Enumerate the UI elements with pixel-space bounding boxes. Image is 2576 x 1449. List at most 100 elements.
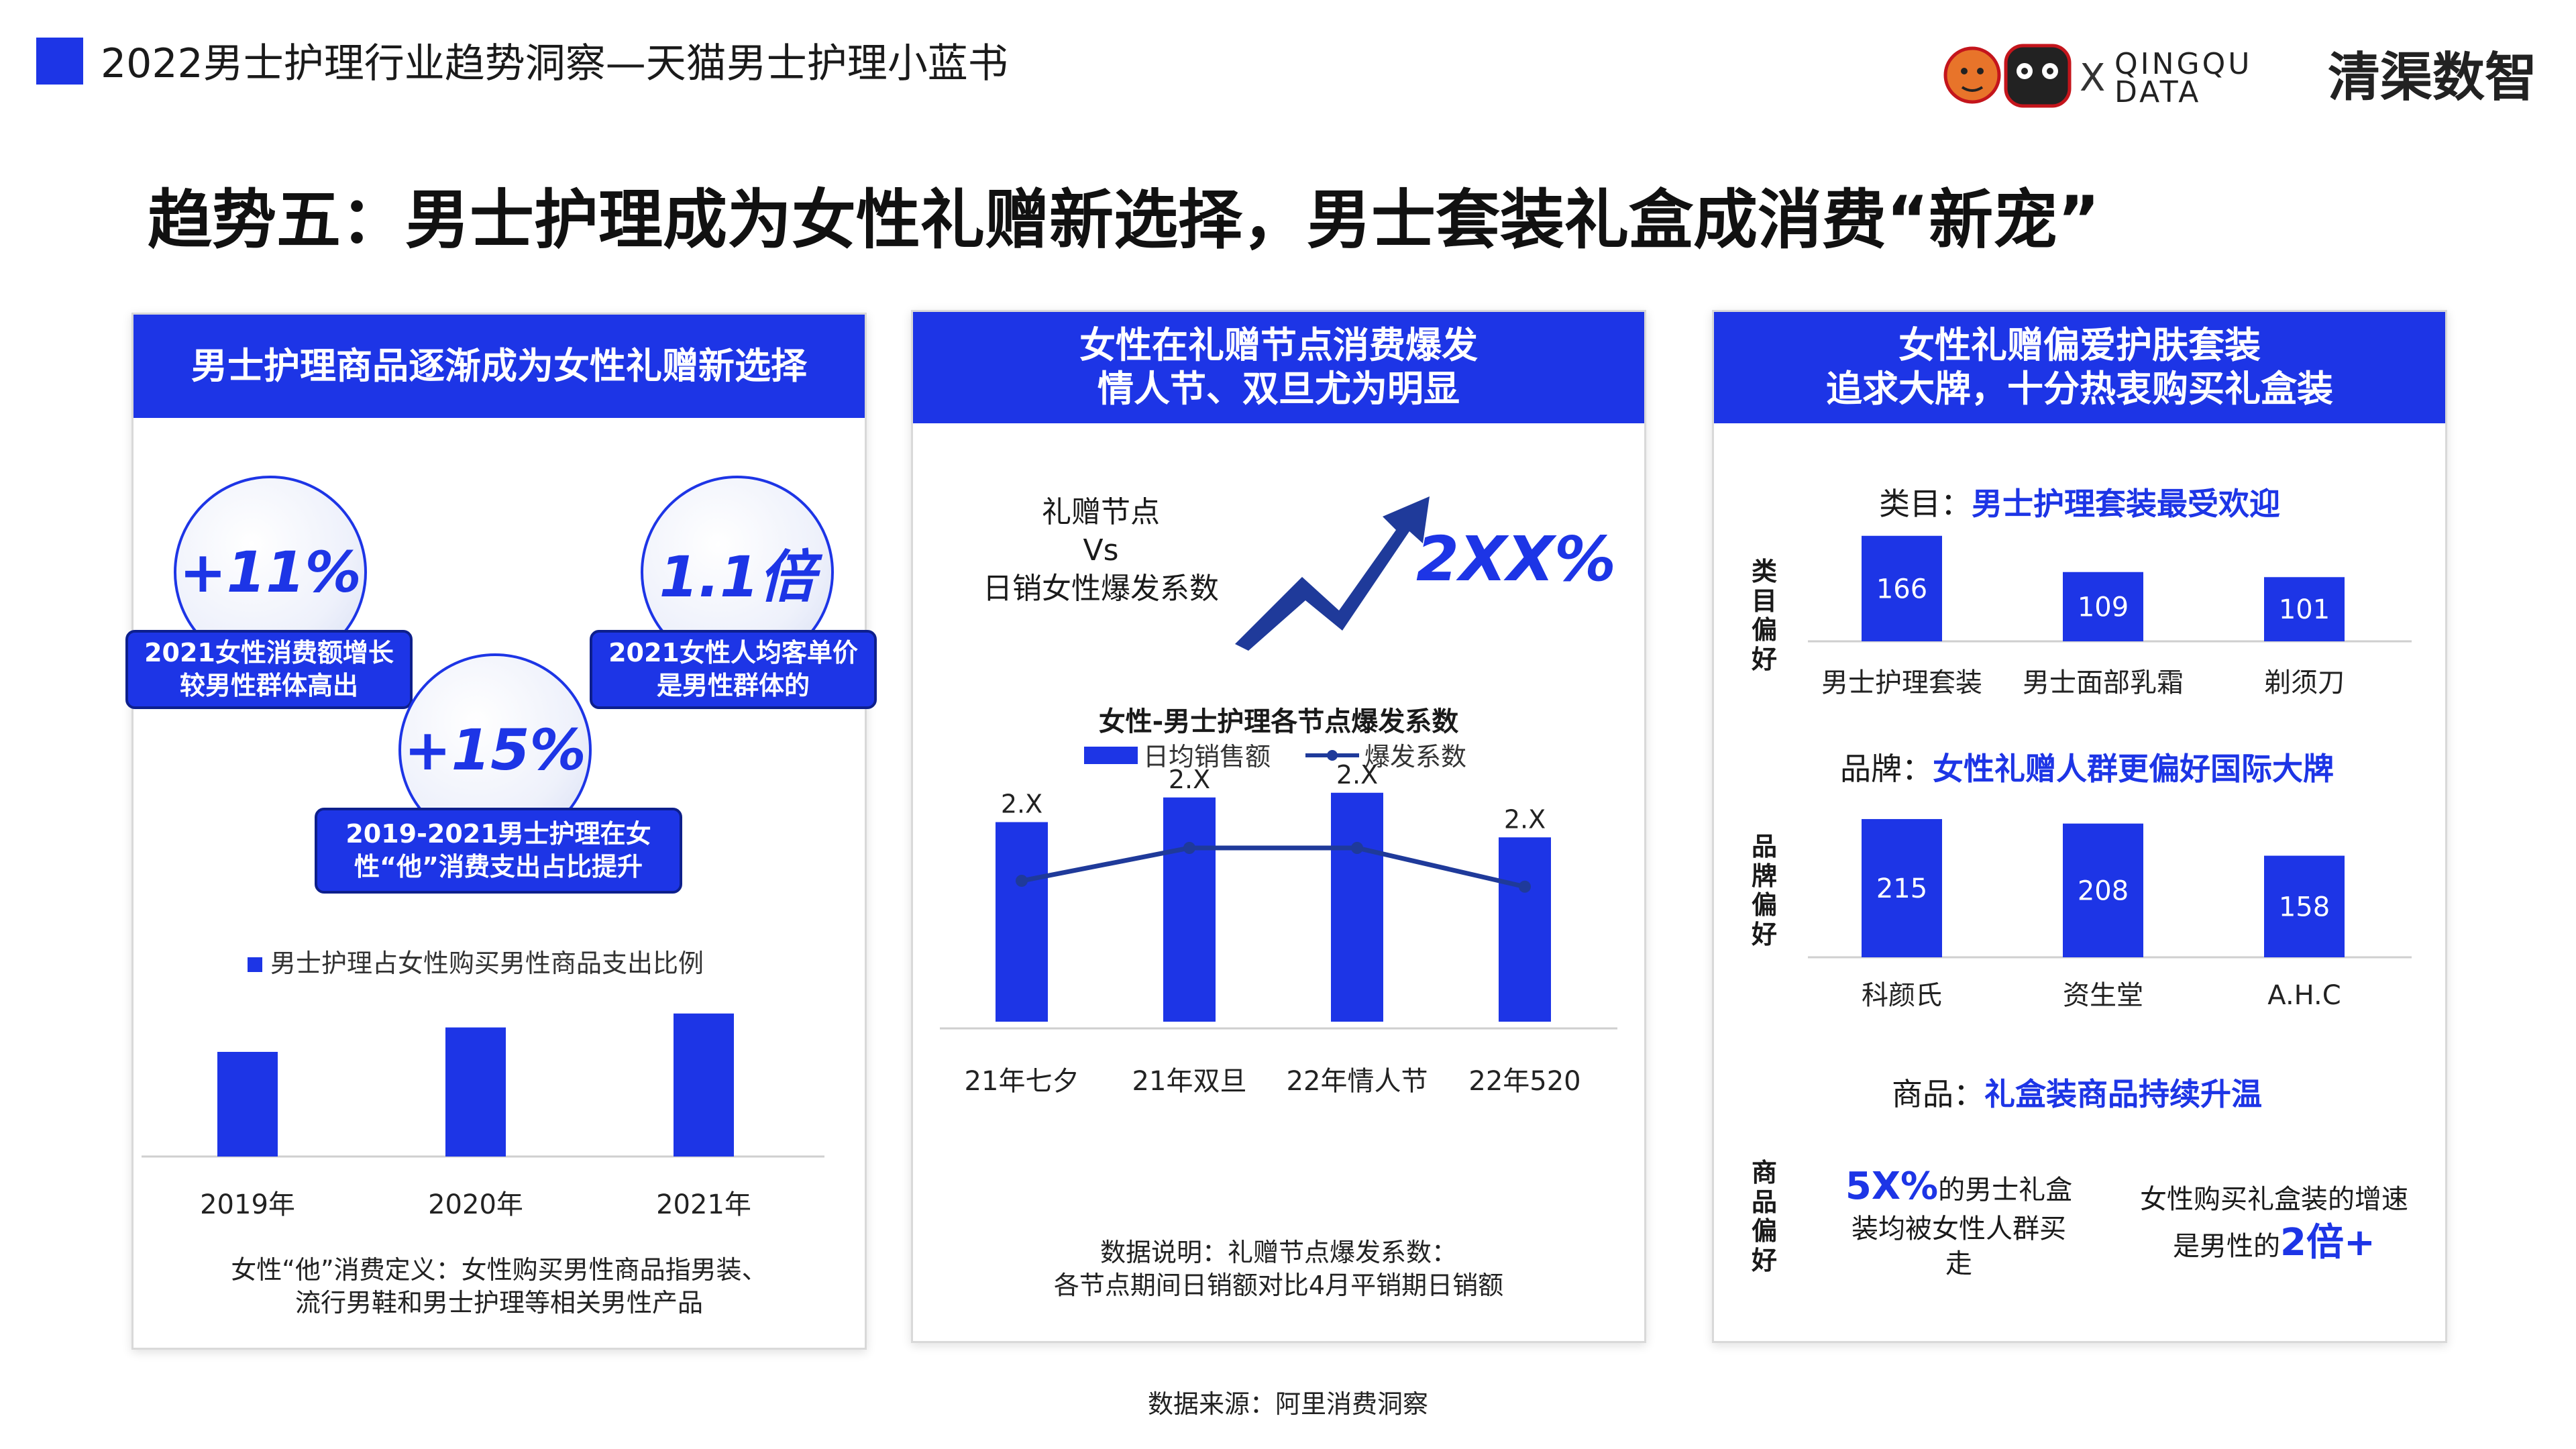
x-tick-label: A.H.C [2267,980,2341,1011]
goods-stat-right: 女性购买礼盒装的增速 是男性的2倍+ [2116,1181,2432,1269]
panel2-header-line1: 女性在礼赠节点消费爆发 [1079,324,1478,367]
stat-tag-female-growth: 2021女性消费额增长 较男性群体高出 [125,630,413,709]
legend-label-sales: 日均销售额 [1143,742,1271,771]
panel2-note: 数据说明：礼赠节点爆发系数： 各节点期间日销额对比4月平销期日销额 [913,1236,1644,1303]
trend-up-arrow-icon [1235,496,1430,651]
x-tick-label: 资生堂 [2063,980,2143,1011]
mascot-tmall-icon [2004,44,2072,108]
panel-gift-burst: 女性在礼赠节点消费爆发 情人节、双旦尤为明显 礼赠节点 Vs 日销女性爆发系数 … [911,310,1646,1343]
chart-female-spend-share: 男士护理占女性购买男性商品支出比例 2019年 2020年 2021年 [142,949,824,1220]
stat-label-female-growth-2: 较男性群体高出 [179,671,358,700]
stat-tag-unit-price: 2021女性人均客单价 是男性群体的 [590,630,877,709]
header-accent-square [36,38,83,85]
chart2-title: 女性-男士护理各节点爆发系数 [1098,706,1459,737]
data-label-coef: 2.X [1001,790,1042,819]
section1-side-char: 目 [1751,586,1777,616]
panel2-note-line2: 各节点期间日销额对比4月平销期日销额 [1053,1271,1504,1301]
bar-value-label: 158 [2279,892,2330,922]
point-burst-coef [1519,880,1531,893]
panel1-header: 男士护理商品逐渐成为女性礼赠新选择 [133,315,865,418]
legend-swatch-sales [1084,747,1138,764]
section3-highlight: 礼盒装商品持续升温 [1984,1076,2262,1112]
panel2-header: 女性在礼赠节点消费爆发 情人节、双旦尤为明显 [913,312,1644,423]
bar-preference [2063,823,2143,957]
x-tick-label: 男士护理套装 [1821,667,1982,698]
logo-brand-en-2: DATA [2114,75,2201,109]
chart-burst-coefficient: 日均销售额 爆发系数 2.X 2.X 2.X 2.X [996,742,1551,1022]
x-tick-label: 2019年 [200,1189,295,1220]
panel2-note-line1: 数据说明：礼赠节点爆发系数： [1099,1238,1457,1267]
x-tick-label: 21年七夕 [965,1066,1079,1097]
point-burst-coef [1183,842,1195,854]
page-title: 趋势五：男士护理成为女性礼赠新选择，男士套装礼盒成消费“新宠” [148,182,2100,258]
x-tick-label: 21年双旦 [1132,1066,1247,1097]
bar-daily-sales [996,822,1048,1022]
panel3-header-line1: 女性礼赠偏爱护肤套装 [1898,324,2261,367]
point-burst-coef [1016,875,1028,887]
x-tick-label: 2020年 [428,1189,523,1220]
section3-side-char: 商 [1751,1158,1777,1187]
bar-value-label: 208 [2078,875,2129,906]
goods-right-highlight: 2倍+ [2280,1221,2375,1265]
stat-label-unit-price-2: 是男性群体的 [656,671,810,700]
data-label-coef: 2.X [1336,760,1378,790]
kpi-value: 2XX% [1416,523,1617,595]
section1-side-char: 好 [1751,645,1777,675]
kpi-label-line1: 礼赠节点 [1042,495,1160,529]
data-label-coef: 2.X [1169,765,1210,794]
panel2-header-line2: 情人节、双旦尤为明显 [1097,368,1460,410]
stat-label-share-increase-1: 2019-2021男士护理在女 [345,818,651,849]
section2-side-char: 品 [1751,832,1777,861]
stat-label-unit-price-1: 2021女性人均客单价 [608,637,858,667]
section3-title: 商品：礼盒装商品持续升温 [1892,1070,2262,1114]
section2-side-char: 好 [1751,920,1777,950]
bar-daily-sales [1163,797,1216,1022]
bar-preference [1862,818,1942,957]
legend-swatch [248,957,262,972]
panel3-header: 女性礼赠偏爱护肤套装 追求大牌，十分热衷购买礼盒装 [1714,312,2445,423]
x-tick-label: 2021年 [656,1189,751,1220]
goods-stat-left: 5X%的男士礼盒 装均被女性人群买 走 [1808,1163,2110,1281]
goods-right-text-2: 是男性的 [2173,1231,2281,1262]
section3-side-label: 商 品 偏 好 [1748,1158,1781,1276]
stat-label-female-growth-1: 2021女性消费额增长 [144,637,394,667]
bar-value-label: 215 [1876,873,1927,904]
bar-value-label: 101 [2279,594,2330,625]
section1-side-label: 类 目 偏 好 [1748,557,1781,675]
section1-side-char: 类 [1751,557,1777,586]
kpi-label-line3: 日销女性爆发系数 [983,572,1219,606]
kpi-label: 礼赠节点 Vs 日销女性爆发系数 [953,493,1248,608]
point-burst-coef [1351,842,1363,854]
bar-spend-share [674,1013,734,1157]
bar-value-label: 109 [2078,592,2129,623]
goods-left-text-2: 装均被女性人群买 [1851,1213,2066,1244]
kpi-label-line2: Vs [1083,533,1119,568]
chart-brand-preference: 215 科颜氏 208 资生堂 158 A.H.C [1808,818,2412,1011]
section2-side-label: 品 牌 偏 好 [1748,832,1781,950]
section2-side-char: 牌 [1751,861,1777,891]
section3-side-char: 好 [1751,1246,1777,1276]
panel1-note-line1: 女性“他”消费定义：女性购买男性商品指男装、 [231,1255,767,1285]
stat-value-share-increase: +15% [404,717,586,783]
logo-area: X QINGQU DATA 清渠数智 [1925,27,2542,114]
section2-highlight: 女性礼赠人群更偏好国际大牌 [1933,751,2334,787]
section2-title: 品牌：女性礼赠人群更偏好国际大牌 [1840,745,2334,789]
panel-female-gift-choice: 男士护理商品逐渐成为女性礼赠新选择 +11% 2021女性消费额增长 较男性群体… [125,313,877,1350]
bar-preference [2063,572,2143,641]
logo-separator: X [2080,56,2105,100]
legend-label: 男士护理占女性购买男性商品支出比例 [270,949,704,978]
bar-daily-sales [1499,837,1551,1022]
header-title: 2022男士护理行业趋势洞察—天猫男士护理小蓝书 [101,40,1008,87]
section3-prefix: 商品： [1892,1076,1984,1112]
goods-right-text-1: 女性购买礼盒装的增速 [2140,1184,2408,1215]
panel1-note-line2: 流行男鞋和男士护理等相关男性产品 [294,1288,703,1318]
bar-preference [2264,577,2345,641]
stat-tag-share-increase: 2019-2021男士护理在女 性“他”消费支出占比提升 [315,808,682,894]
section1-highlight: 男士护理套装最受欢迎 [1972,486,2280,522]
goods-left-highlight: 5X% [1845,1165,1939,1208]
section3-side-char: 偏 [1751,1216,1777,1246]
section2-prefix: 品牌： [1840,751,1933,787]
goods-left-text-1: 的男士礼盒 [1938,1175,2073,1205]
panel-gift-preference: 女性礼赠偏爱护肤套装 追求大牌，十分热衷购买礼盒装 类目：男士护理套装最受欢迎 … [1712,310,2447,1343]
section3-side-char: 品 [1751,1187,1777,1217]
